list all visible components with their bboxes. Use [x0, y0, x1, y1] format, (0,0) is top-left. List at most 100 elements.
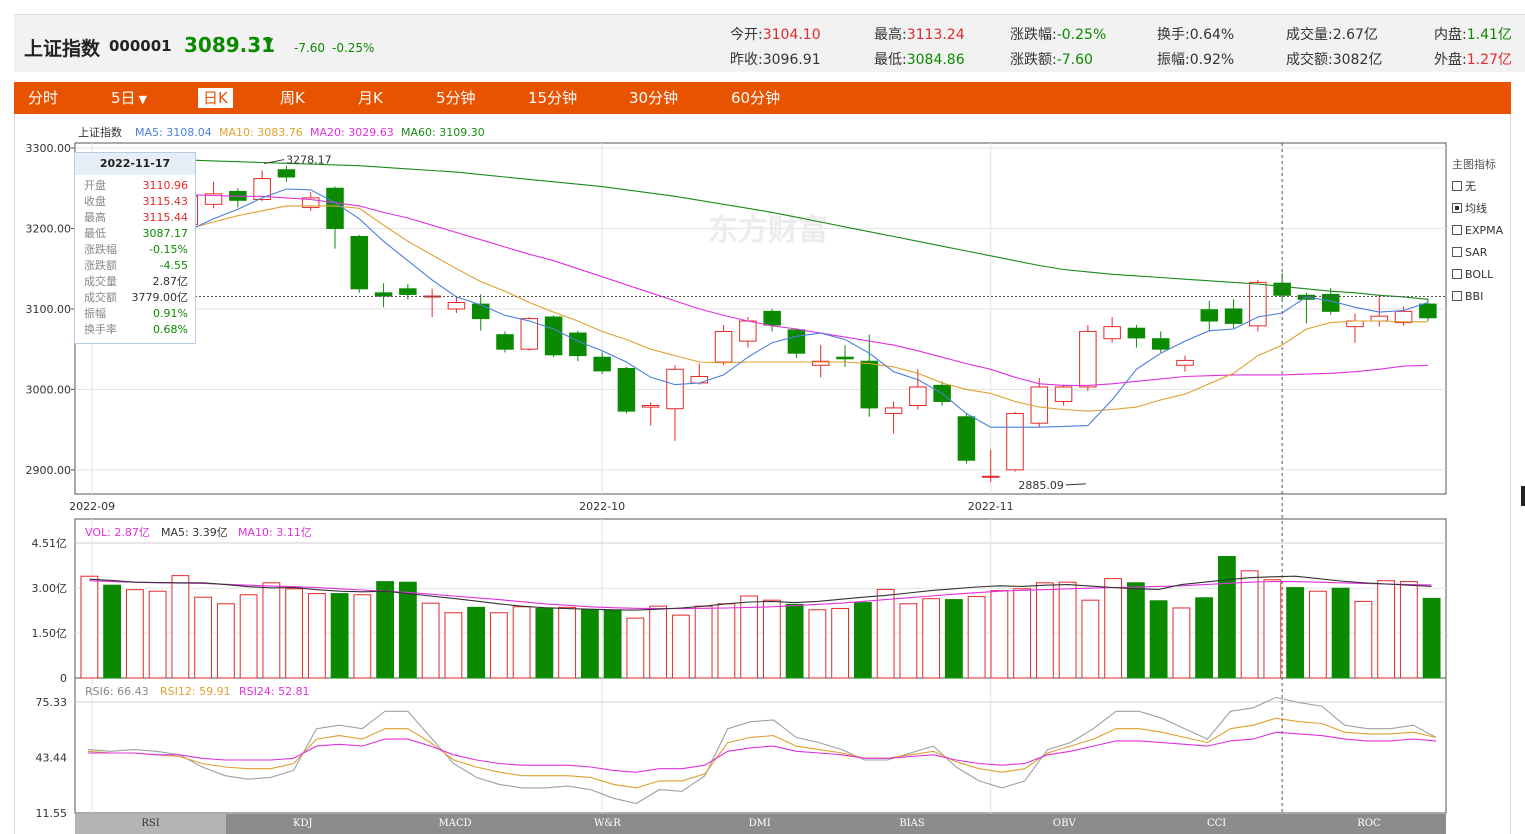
sub-indicator-tab[interactable]: CCI	[1206, 818, 1227, 829]
tab-period[interactable]: 5日 ▼	[111, 88, 147, 108]
rsi-tick-label: 43.44	[36, 752, 68, 765]
stat-value: -0.25%	[1056, 27, 1107, 43]
y-tick-label: 3000.00	[26, 383, 72, 396]
sub-indicator-tab[interactable]: W&R	[594, 818, 621, 829]
tooltip-row: 换手率 0.68%	[84, 322, 188, 338]
tooltip-row: 最高 3115.44	[84, 210, 188, 226]
tab-label: 5分钟	[436, 89, 476, 107]
tab-label: 5日	[111, 89, 136, 107]
checkbox-icon[interactable]	[1452, 269, 1462, 279]
checkbox-icon[interactable]	[1452, 181, 1462, 191]
candle	[811, 360, 830, 366]
stat-label: 昨收:	[730, 52, 763, 68]
tab-period[interactable]: 周K	[280, 88, 305, 108]
stat-item: 成交量:2.67亿	[1286, 24, 1378, 44]
legend-vol-ma10: MA10: 3.11亿	[238, 526, 312, 539]
indicator-option-label: BBI	[1465, 290, 1484, 303]
legend-rsi6: RSI6: 66.43	[85, 685, 149, 698]
tab-label: 30分钟	[629, 89, 679, 107]
tab-period[interactable]: 60分钟	[731, 88, 780, 108]
tooltip-value: 3087.17	[142, 227, 189, 240]
annotation-arrow	[1065, 483, 1086, 486]
stat-value: -7.60	[1056, 52, 1093, 68]
checkbox-icon[interactable]	[1452, 247, 1462, 257]
sub-indicator-tab[interactable]: BIAS	[899, 818, 925, 829]
volume-bar	[740, 595, 759, 679]
volume-bar	[944, 599, 963, 679]
x-tick-label: 2022-11	[968, 500, 1014, 513]
price-change-pct: -0.25%	[332, 41, 375, 55]
checkbox-icon[interactable]	[1452, 225, 1462, 235]
tab-period[interactable]: 日K	[198, 88, 233, 108]
tab-period[interactable]: 15分钟	[528, 88, 577, 108]
tooltip-row: 涨跌幅 -0.15%	[84, 242, 188, 258]
candle	[981, 475, 1000, 478]
candle	[666, 368, 684, 410]
tooltip-value: 3779.00亿	[131, 291, 189, 304]
tab-period[interactable]: 5分钟	[436, 88, 476, 108]
volume-bar	[922, 598, 941, 679]
ma20-line	[92, 187, 1428, 386]
stock-price: 3089.31	[184, 33, 276, 57]
stat-value: 0.92%	[1189, 52, 1235, 68]
tab-label: 60分钟	[731, 89, 781, 107]
tab-period[interactable]: 30分钟	[629, 88, 678, 108]
tab-period[interactable]: 分时	[28, 88, 58, 108]
scrollbar-thumb[interactable]	[1521, 486, 1525, 506]
volume-bar	[216, 603, 235, 679]
indicator-option[interactable]: SAR	[1452, 246, 1487, 260]
tab-label: 月K	[358, 89, 383, 107]
candle	[1224, 308, 1243, 324]
sub-indicator-tab[interactable]: OBV	[1052, 818, 1076, 829]
candle	[836, 356, 854, 360]
candle	[1079, 330, 1097, 388]
sub-indicator-tab[interactable]: KDJ	[293, 818, 313, 829]
candle	[739, 320, 757, 342]
indicator-option[interactable]: EXPMA	[1452, 224, 1503, 238]
indicator-option[interactable]: 均线	[1452, 202, 1487, 216]
tooltip-label: 最低	[84, 227, 106, 240]
stat-item: 成交额:3082亿	[1286, 49, 1382, 69]
volume-bar	[535, 608, 554, 679]
indicator-option[interactable]: BBI	[1452, 290, 1483, 304]
sub-indicator-tab[interactable]: MACD	[438, 818, 472, 829]
candle	[301, 197, 320, 209]
volume-bar	[1058, 581, 1077, 679]
volume-bar	[785, 603, 804, 679]
indicator-option-label: SAR	[1465, 246, 1488, 259]
volume-tick-label: 1.50亿	[32, 627, 68, 640]
candle	[1394, 310, 1413, 324]
candle	[569, 332, 587, 357]
volume-bar	[467, 606, 486, 679]
sub-indicator-tab[interactable]: RSI	[75, 814, 226, 834]
axis-labels: 3300.00 3200.00 3100.00 3000.00 2900.00 2022-…	[26, 142, 1014, 820]
price-change: -7.60	[294, 41, 326, 55]
tooltip-row: 成交额 3779.00亿	[84, 290, 188, 306]
stat-label: 成交额:	[1286, 52, 1333, 68]
tooltip-value: 0.91%	[153, 307, 188, 320]
tooltip-label: 开盘	[84, 179, 106, 192]
checkbox-icon[interactable]	[1452, 203, 1462, 213]
volume-bar	[330, 593, 349, 679]
sub-indicator-tab[interactable]: DMI	[748, 818, 771, 829]
stat-label: 换手:	[1157, 27, 1190, 43]
candle	[593, 356, 611, 372]
candle	[471, 303, 490, 320]
tab-label: 分时	[28, 89, 59, 107]
checkbox-icon[interactable]	[1452, 291, 1462, 301]
volume-bar	[194, 596, 213, 679]
volume-bar	[808, 609, 827, 679]
rsi-lines	[87, 696, 1437, 805]
tab-period[interactable]: 月K	[358, 88, 383, 108]
volume-bar	[1331, 587, 1350, 679]
indicator-option[interactable]: BOLL	[1452, 268, 1493, 282]
stat-item: 今开:3104.10	[730, 24, 821, 44]
sub-indicator-tab[interactable]: ROC	[1357, 818, 1381, 829]
candle	[1127, 327, 1146, 339]
candle	[787, 329, 806, 354]
stat-label: 外盘:	[1434, 52, 1467, 68]
volume-ma10-line	[89, 580, 1432, 610]
indicator-option[interactable]: 无	[1452, 180, 1476, 194]
tooltip-label: 涨跌额	[84, 259, 117, 272]
